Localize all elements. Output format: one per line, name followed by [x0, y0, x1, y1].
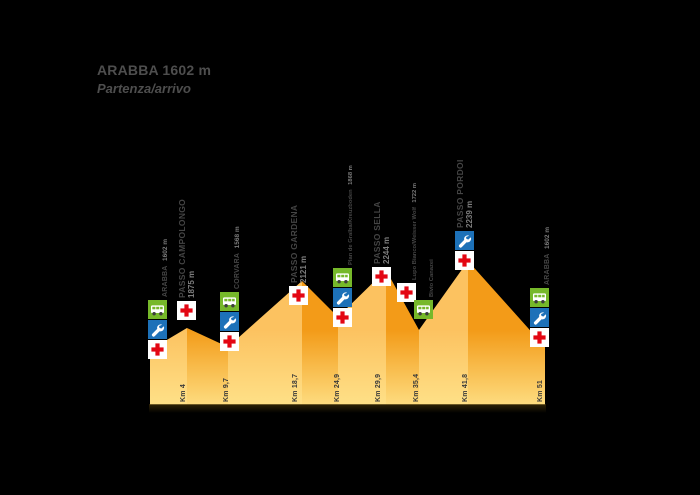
bus-icon [333, 268, 352, 287]
km-marker: Km 35,4 [413, 373, 420, 402]
station-name: CORVARA [233, 252, 241, 289]
bus-icon [148, 300, 167, 319]
cross-icon [177, 301, 196, 320]
cross-icon [333, 308, 352, 327]
station-icons-passo-sella [372, 267, 391, 286]
km-marker: Km 51 [537, 379, 544, 402]
station-label-lupo-bianco: Lupo Bianco/Weisser Wolf 1722 m [403, 183, 421, 280]
km-marker: Km 24,9 [334, 373, 341, 402]
station-name: Bivio Canazei [429, 259, 435, 297]
bus-icon [530, 288, 549, 307]
station-icons-plan-de-gralba [333, 268, 352, 327]
station-label-passo-pordoi: PASSO PORDOI 2239 m [455, 159, 474, 228]
station-elevation: 1568 m [233, 226, 241, 249]
station-icons-passo-campolongo [177, 301, 196, 320]
ground-shadow [149, 404, 546, 413]
km-marker: Km 29,9 [375, 373, 382, 402]
wrench-icon [333, 288, 352, 307]
wrench-icon [455, 231, 474, 250]
station-elevation: 1875 m [187, 270, 196, 298]
station-elevation: 2244 m [382, 236, 391, 264]
station-elevation: 2121 m [299, 255, 308, 283]
station-icons-corvara [220, 292, 239, 351]
station-label-passo-gardena: PASSO GARDENA 2121 m [289, 204, 308, 283]
station-label-passo-sella: PASSO SELLA 2244 m [372, 201, 391, 264]
cross-icon [148, 340, 167, 359]
bottom-glow [150, 330, 545, 405]
km-marker: Km 4 [180, 384, 187, 402]
station-label-arabba-start: ARABBA 1602 m [154, 239, 172, 297]
cross-icon [530, 328, 549, 347]
cross-icon [372, 267, 391, 286]
profile-header: ARABBA 1602 m Partenza/arrivo [97, 62, 211, 96]
bus-icon [220, 292, 239, 311]
km-marker: Km 9,7 [223, 377, 230, 402]
station-name: PASSO PORDOI [455, 159, 465, 228]
station-icons-arabba-start [148, 300, 167, 359]
station-name: ARABBA [543, 253, 551, 285]
station-icons-lupo-bianco [397, 283, 416, 302]
station-elevation: 1868 m [348, 165, 354, 185]
station-label-arabba-end: ARABBA 1602 m [536, 227, 554, 285]
cross-icon [455, 251, 474, 270]
station-icons-arabba-end [530, 288, 549, 347]
station-icons-passo-gardena [289, 286, 308, 305]
station-elevation: 1602 m [543, 226, 551, 250]
station-name: Plan de Gralba/Kreuzboden [348, 189, 354, 265]
station-elevation: 2239 m [465, 200, 474, 228]
station-label-corvara: CORVARA 1568 m [226, 226, 244, 289]
cross-icon [397, 283, 416, 302]
cross-icon [220, 332, 239, 351]
station-name: ARABBA [161, 265, 169, 297]
station-icons-passo-pordoi [455, 231, 474, 270]
station-label-bivio-canazei: Bivio Canazei [420, 255, 438, 297]
profile-subtitle: Partenza/arrivo [97, 81, 191, 96]
station-label-passo-campolongo: PASSO CAMPOLONGO 1875 m [177, 198, 196, 298]
km-marker: Km 41,8 [462, 373, 469, 402]
station-label-plan-de-gralba: Plan de Gralba/Kreuzboden 1868 m [339, 165, 357, 265]
station-name: PASSO CAMPOLONGO [177, 198, 187, 298]
wrench-icon [148, 320, 167, 339]
station-name: Lupo Bianco/Weisser Wolf [412, 207, 418, 280]
km-marker: Km 18,7 [292, 373, 299, 402]
bus-icon [414, 300, 433, 319]
station-icons-bivio-canazei [414, 300, 433, 319]
wrench-icon [530, 308, 549, 327]
station-elevation: 1602 m [161, 238, 169, 262]
profile-title: ARABBA 1602 m [97, 62, 212, 78]
wrench-icon [220, 312, 239, 331]
station-name: PASSO GARDENA [289, 204, 299, 283]
cross-icon [289, 286, 308, 305]
station-name: PASSO SELLA [372, 201, 382, 264]
station-elevation: 1722 m [412, 182, 418, 203]
